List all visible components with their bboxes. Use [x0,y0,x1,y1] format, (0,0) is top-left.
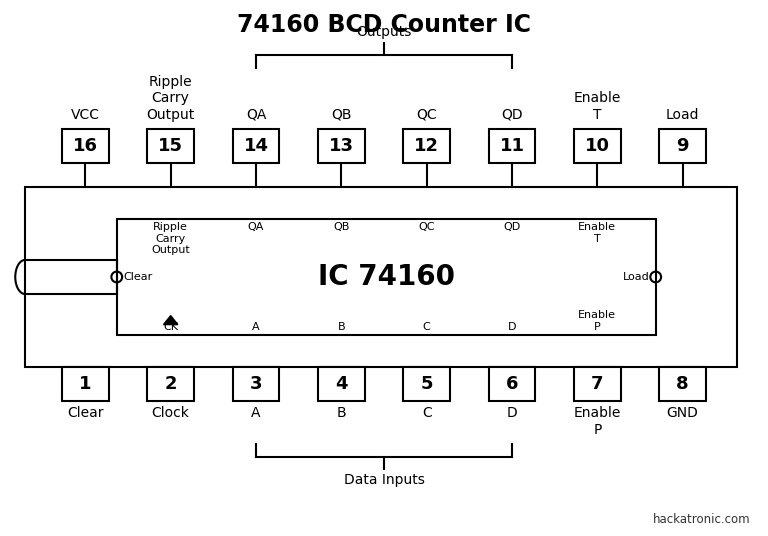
Bar [659,129,706,163]
Text: 2: 2 [164,375,177,393]
Bar [403,367,450,401]
Bar [117,219,656,336]
Bar [25,187,737,367]
Text: hackatronic.com: hackatronic.com [652,513,750,526]
Text: Ripple
Carry
Output: Ripple Carry Output [147,75,195,122]
Text: Enable
P: Enable P [578,310,617,332]
Text: 14: 14 [243,137,269,155]
Text: Ripple
Carry
Output: Ripple Carry Output [151,222,190,255]
Text: Load: Load [623,272,650,282]
Text: Enable
T: Enable T [574,91,621,122]
Text: 74160 BCD Counter IC: 74160 BCD Counter IC [237,13,531,38]
Bar [659,367,706,401]
Text: 4: 4 [335,375,348,393]
Polygon shape [164,316,178,325]
Bar [574,367,621,401]
Text: 12: 12 [414,137,439,155]
Text: 13: 13 [329,137,354,155]
Bar [147,129,194,163]
Bar [233,367,280,401]
Text: IC 74160: IC 74160 [318,263,455,291]
Text: Load: Load [666,108,700,122]
Text: 1: 1 [79,375,91,393]
Text: B: B [336,406,346,420]
Text: GND: GND [667,406,699,420]
Text: Enable
P: Enable P [574,406,621,436]
Text: 8: 8 [677,375,689,393]
Bar [488,129,535,163]
Text: B: B [337,322,345,332]
Text: CK: CK [163,322,178,332]
Text: Enable
T: Enable T [578,222,617,244]
Text: QC: QC [416,108,437,122]
Text: D: D [508,322,516,332]
Text: Clear: Clear [123,272,152,282]
Text: 7: 7 [591,375,604,393]
Text: 6: 6 [506,375,518,393]
Bar [488,367,535,401]
Text: Clock: Clock [152,406,190,420]
Bar [574,129,621,163]
Text: VCC: VCC [71,108,100,122]
Text: QA: QA [248,222,264,232]
Bar [62,367,109,401]
Text: QA: QA [246,108,266,122]
Text: Data Inputs: Data Inputs [343,473,425,487]
Text: QC: QC [419,222,435,232]
Text: Clear: Clear [67,406,104,420]
Text: 3: 3 [250,375,262,393]
Text: 16: 16 [73,137,98,155]
Text: QB: QB [331,108,352,122]
Text: Outputs: Outputs [356,25,412,39]
Text: C: C [423,322,431,332]
Text: QD: QD [503,222,521,232]
Text: QD: QD [502,108,523,122]
Bar [318,129,365,163]
Text: A: A [252,322,260,332]
Bar [147,367,194,401]
Text: D: D [507,406,518,420]
Bar [62,129,109,163]
Text: A: A [251,406,261,420]
Bar [233,129,280,163]
Text: 15: 15 [158,137,183,155]
Bar [403,129,450,163]
Bar [318,367,365,401]
Text: 11: 11 [499,137,525,155]
Text: 10: 10 [585,137,610,155]
Text: 5: 5 [420,375,433,393]
Text: C: C [422,406,432,420]
Text: 9: 9 [677,137,689,155]
Text: QB: QB [333,222,349,232]
